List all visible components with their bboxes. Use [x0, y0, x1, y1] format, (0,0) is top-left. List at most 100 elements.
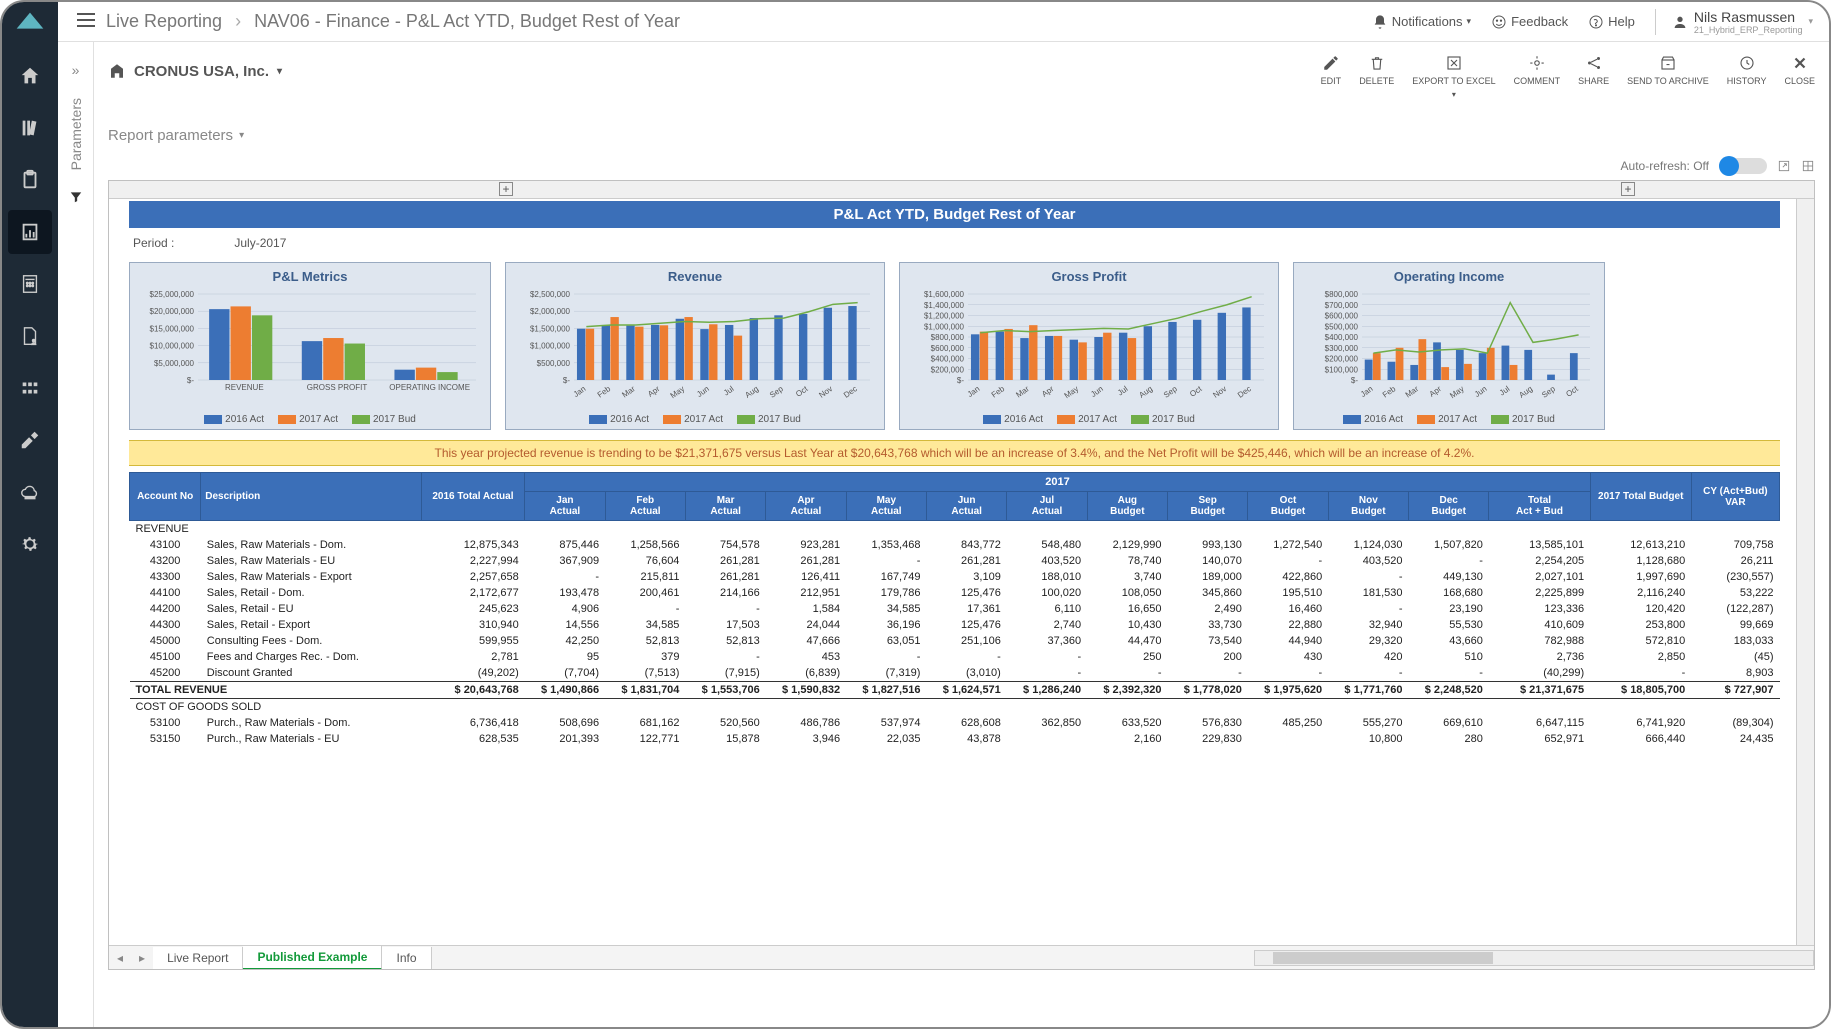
svg-text:Jul: Jul — [1116, 384, 1130, 397]
breadcrumb-root[interactable]: Live Reporting — [106, 11, 222, 31]
period-label: Period : — [133, 236, 174, 250]
section-header: COST OF GOODS SOLD — [130, 699, 1780, 716]
company-selector[interactable]: CRONUS USA, Inc.▾ — [108, 62, 282, 80]
svg-text:Aug: Aug — [1517, 384, 1534, 400]
tab-live-report[interactable]: Live Report — [153, 947, 243, 969]
menu-icon[interactable] — [74, 8, 98, 35]
svg-text:Oct: Oct — [794, 384, 810, 399]
sheet-nav-prev[interactable]: ◂ — [109, 951, 131, 965]
comment-button[interactable]: COMMENT — [1514, 54, 1561, 99]
nav-library-icon[interactable] — [8, 106, 52, 150]
chart-panel: Gross Profit$1,600,000$1,400,000$1,200,0… — [899, 262, 1279, 430]
user-menu[interactable]: Nils Rasmussen21_Hybrid_ERP_Reporting ▾ — [1655, 9, 1813, 35]
svg-text:GROSS PROFIT: GROSS PROFIT — [307, 383, 368, 392]
svg-text:$600,000: $600,000 — [1325, 312, 1359, 321]
svg-text:Sep: Sep — [768, 384, 785, 400]
svg-text:Jul: Jul — [1498, 384, 1512, 397]
svg-text:May: May — [1448, 384, 1466, 400]
svg-text:Dec: Dec — [842, 384, 859, 400]
svg-text:$800,000: $800,000 — [931, 333, 965, 342]
svg-text:$1,400,000: $1,400,000 — [924, 301, 965, 310]
svg-text:Oct: Oct — [1188, 384, 1204, 399]
svg-text:$500,000: $500,000 — [537, 359, 571, 368]
export-excel-button[interactable]: EXPORT TO EXCEL▾ — [1412, 54, 1495, 99]
nav-page-user-icon[interactable] — [8, 314, 52, 358]
svg-text:$-: $- — [957, 376, 964, 385]
report-parameters-toggle[interactable]: Report parameters▾ — [108, 127, 1815, 144]
table-row: 53150Purch., Raw Materials - EU628,53520… — [130, 731, 1780, 747]
nav-grid-icon[interactable] — [8, 366, 52, 410]
svg-text:Sep: Sep — [1162, 384, 1179, 400]
svg-text:Jan: Jan — [572, 384, 588, 399]
svg-text:Jan: Jan — [966, 384, 982, 399]
svg-text:Jul: Jul — [722, 384, 736, 397]
svg-text:$300,000: $300,000 — [1325, 344, 1359, 353]
popout-icon[interactable] — [1777, 159, 1791, 173]
notifications-button[interactable]: Notifications▾ — [1372, 14, 1471, 30]
svg-text:$15,000,000: $15,000,000 — [150, 324, 195, 333]
tab-published-example[interactable]: Published Example — [243, 946, 382, 970]
help-button[interactable]: Help — [1588, 14, 1635, 30]
table-row: 43300Sales, Raw Materials - Export2,257,… — [130, 569, 1780, 585]
expand-col-icon[interactable]: + — [499, 182, 513, 196]
svg-text:Feb: Feb — [1381, 384, 1398, 400]
nav-clipboard-icon[interactable] — [8, 158, 52, 202]
nav-home-icon[interactable] — [8, 54, 52, 98]
svg-text:Jun: Jun — [1473, 384, 1489, 399]
horizontal-scrollbar[interactable] — [1254, 950, 1814, 966]
nav-cloud-icon[interactable] — [8, 470, 52, 514]
feedback-button[interactable]: Feedback — [1491, 14, 1568, 30]
autorefresh-toggle[interactable] — [1719, 158, 1767, 174]
table-row: 44100Sales, Retail - Dom.2,172,677193,47… — [130, 585, 1780, 601]
delete-button[interactable]: DELETE — [1359, 54, 1394, 99]
autorefresh-label: Auto-refresh: Off — [1621, 159, 1709, 173]
edit-button[interactable]: EDIT — [1321, 54, 1342, 99]
grid-icon[interactable] — [1801, 159, 1815, 173]
parameters-label: Parameters — [68, 98, 84, 170]
expand-params-icon[interactable]: » — [72, 62, 80, 78]
svg-text:Apr: Apr — [1040, 384, 1056, 399]
svg-text:Mar: Mar — [1404, 384, 1421, 399]
nav-settings-icon[interactable] — [8, 522, 52, 566]
share-button[interactable]: SHARE — [1578, 54, 1609, 99]
nav-calc-icon[interactable] — [8, 262, 52, 306]
svg-text:Mar: Mar — [620, 384, 637, 399]
svg-text:Jun: Jun — [695, 384, 711, 399]
svg-text:$700,000: $700,000 — [1325, 301, 1359, 310]
svg-text:May: May — [1063, 384, 1081, 400]
svg-text:Apr: Apr — [1428, 384, 1444, 399]
svg-text:$2,500,000: $2,500,000 — [530, 290, 571, 299]
svg-text:$-: $- — [563, 376, 570, 385]
archive-button[interactable]: SEND TO ARCHIVE — [1627, 54, 1709, 99]
svg-text:Jan: Jan — [1359, 384, 1375, 399]
filter-icon[interactable] — [69, 190, 83, 207]
svg-text:Nov: Nov — [817, 384, 834, 400]
svg-text:$-: $- — [187, 376, 194, 385]
svg-text:$500,000: $500,000 — [1325, 322, 1359, 331]
svg-text:Feb: Feb — [990, 384, 1007, 400]
close-button[interactable]: CLOSE — [1784, 54, 1815, 99]
period-value: July-2017 — [234, 236, 286, 250]
nav-tools-icon[interactable] — [8, 418, 52, 462]
svg-text:Dec: Dec — [1236, 384, 1253, 400]
table-row: 43100Sales, Raw Materials - Dom.12,875,3… — [130, 537, 1780, 553]
svg-text:$25,000,000: $25,000,000 — [150, 290, 195, 299]
table-row: 44200Sales, Retail - EU245,6234,906--1,5… — [130, 601, 1780, 617]
chart-panel: Revenue$2,500,000$2,000,000$1,500,000$1,… — [505, 262, 885, 430]
nav-report-icon[interactable] — [8, 210, 52, 254]
svg-text:Mar: Mar — [1014, 384, 1031, 399]
expand-col-icon[interactable]: + — [1621, 182, 1635, 196]
svg-text:$1,000,000: $1,000,000 — [924, 322, 965, 331]
svg-text:$10,000,000: $10,000,000 — [150, 342, 195, 351]
report-title: P&L Act YTD, Budget Rest of Year — [129, 201, 1780, 228]
breadcrumb: Live Reporting › NAV06 - Finance - P&L A… — [106, 11, 680, 32]
svg-text:$1,600,000: $1,600,000 — [924, 290, 965, 299]
tab-info[interactable]: Info — [382, 947, 431, 969]
section-header: REVENUE — [130, 521, 1780, 538]
history-button[interactable]: HISTORY — [1727, 54, 1767, 99]
vertical-scrollbar[interactable] — [1796, 199, 1814, 945]
svg-text:May: May — [669, 384, 687, 400]
svg-text:$800,000: $800,000 — [1325, 290, 1359, 299]
svg-text:$1,500,000: $1,500,000 — [530, 324, 571, 333]
sheet-nav-next[interactable]: ▸ — [131, 951, 153, 965]
